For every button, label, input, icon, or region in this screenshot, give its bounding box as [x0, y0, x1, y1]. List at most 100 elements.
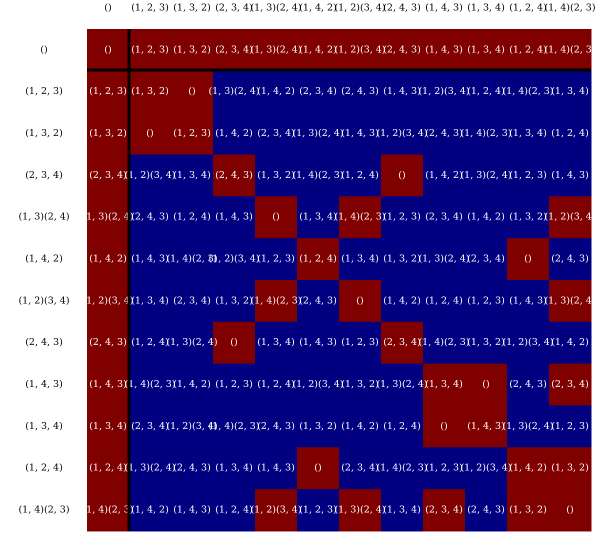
cell: [381, 238, 424, 281]
cell: [381, 279, 424, 323]
cell: [339, 29, 382, 72]
cell: [339, 279, 382, 323]
cell: [297, 279, 340, 323]
cell-text: (1, 2, 4): [341, 170, 379, 181]
cell: [87, 447, 130, 490]
column-header: (1, 2, 4): [509, 3, 547, 14]
column-header: (2, 3, 4): [215, 3, 253, 14]
cell-text: (1, 3, 4): [341, 254, 379, 265]
cell-text: (2, 3, 4): [383, 337, 421, 348]
cell-text: (1, 4, 2): [467, 212, 505, 223]
cell-text: (1, 2, 4): [467, 86, 505, 97]
cell: [87, 238, 130, 281]
cell-text: (1, 3, 4): [131, 295, 169, 306]
cell: [129, 447, 172, 490]
cell: [255, 29, 298, 72]
cell-text: (): [398, 170, 405, 181]
cell-text: (1, 4)(2, 3): [250, 295, 301, 306]
cell-text: (1, 4, 2): [257, 86, 295, 97]
cell: [213, 112, 256, 155]
cell-text: (1, 2, 3): [383, 212, 421, 223]
cell: [423, 405, 466, 448]
column-header: (1, 3, 2): [173, 3, 211, 14]
cell-text: (1, 2, 4): [89, 463, 127, 474]
cell-text: (1, 4, 3): [509, 295, 547, 306]
cell-text: (1, 3, 2): [509, 212, 547, 223]
cell-text: (1, 3, 4): [215, 463, 253, 474]
cell-text: (1, 3)(2, 4): [292, 128, 343, 139]
cell-text: (1, 4, 2): [551, 337, 589, 348]
cell: [339, 321, 382, 365]
cell: [297, 363, 340, 406]
cell-text: (1, 4, 2): [341, 421, 379, 432]
cell-text: (1, 3, 4): [173, 170, 211, 181]
cell: [465, 112, 508, 155]
cell: [129, 279, 172, 323]
cell-text: (1, 4, 2): [173, 379, 211, 390]
cell-text: (2, 3, 4): [467, 254, 505, 265]
cells: () (1, 2, 3) (1, 3, 2) (2, 3, 4)(1, 3)(2, 4…: [82, 29, 596, 532]
cell-text: (2, 4, 3): [89, 337, 127, 348]
cell: [171, 489, 214, 532]
cell: [465, 363, 508, 406]
cell: [171, 196, 214, 239]
cell-text: (1, 3, 4): [89, 421, 127, 432]
cell-text: (): [230, 337, 237, 348]
cell-text: (1, 2, 3): [551, 421, 589, 432]
cell-text: (1, 4)(2, 3): [376, 463, 427, 474]
cell: [507, 363, 550, 406]
cell: [465, 405, 508, 448]
cell-text: (1, 4, 2): [509, 463, 547, 474]
cell-text: (1, 2)(3, 4): [292, 379, 343, 390]
cell: [339, 70, 382, 114]
column-header: (1, 2)(3, 4): [334, 3, 385, 14]
cell: [297, 321, 340, 365]
cell: [255, 154, 298, 197]
cell: [423, 112, 466, 155]
cell: [549, 112, 592, 155]
cell-text: (1, 4, 3): [551, 170, 589, 181]
row-header: (1, 2, 4): [25, 463, 63, 474]
cell: [297, 29, 340, 72]
cell-text: (1, 2, 3): [509, 170, 547, 181]
cell-text: (1, 2, 3): [89, 86, 127, 97]
cell-text: (2, 3, 4): [425, 212, 463, 223]
cell: [549, 70, 592, 114]
cell-text: (): [146, 128, 153, 139]
column-header: (1, 4)(2, 3): [544, 3, 595, 14]
cell: [549, 279, 592, 323]
cell: [423, 279, 466, 323]
row-header: (1, 2, 3): [25, 86, 63, 97]
cell-text: (1, 4, 2): [383, 295, 421, 306]
cell-text: (1, 2, 3): [467, 295, 505, 306]
cell-text: (1, 2, 4): [215, 505, 253, 516]
cell-text: (1, 4, 3): [215, 212, 253, 223]
cell: [507, 321, 550, 365]
cell-text: (2, 4, 3): [173, 463, 211, 474]
cell: [87, 29, 130, 72]
cell-text: (1, 3)(2, 4): [208, 86, 259, 97]
cell-text: (1, 4)(2, 3): [124, 379, 175, 390]
cell-text: (1, 3, 4): [509, 128, 547, 139]
cell: [255, 279, 298, 323]
cell-text: (1, 3, 2): [551, 463, 589, 474]
cell: [255, 196, 298, 239]
cell: [171, 29, 214, 72]
cell: [255, 238, 298, 281]
cell-text: (1, 3)(2, 4): [334, 505, 385, 516]
row-header: (): [40, 44, 47, 55]
cell: [423, 238, 466, 281]
cell: [381, 489, 424, 532]
cell: [381, 363, 424, 406]
cell: [213, 363, 256, 406]
cell: [171, 279, 214, 323]
cell-text: (1, 2, 4): [551, 128, 589, 139]
cell-text: (1, 2, 4): [383, 421, 421, 432]
cell-text: (1, 4)(2, 3): [292, 170, 343, 181]
cell-text: (2, 4, 3): [425, 128, 463, 139]
cell: [465, 238, 508, 281]
cell: [507, 112, 550, 155]
cell-text: (1, 2, 3): [257, 254, 295, 265]
cell-text: (1, 3)(2, 4): [418, 254, 469, 265]
cell-text: (1, 3, 4): [299, 212, 337, 223]
